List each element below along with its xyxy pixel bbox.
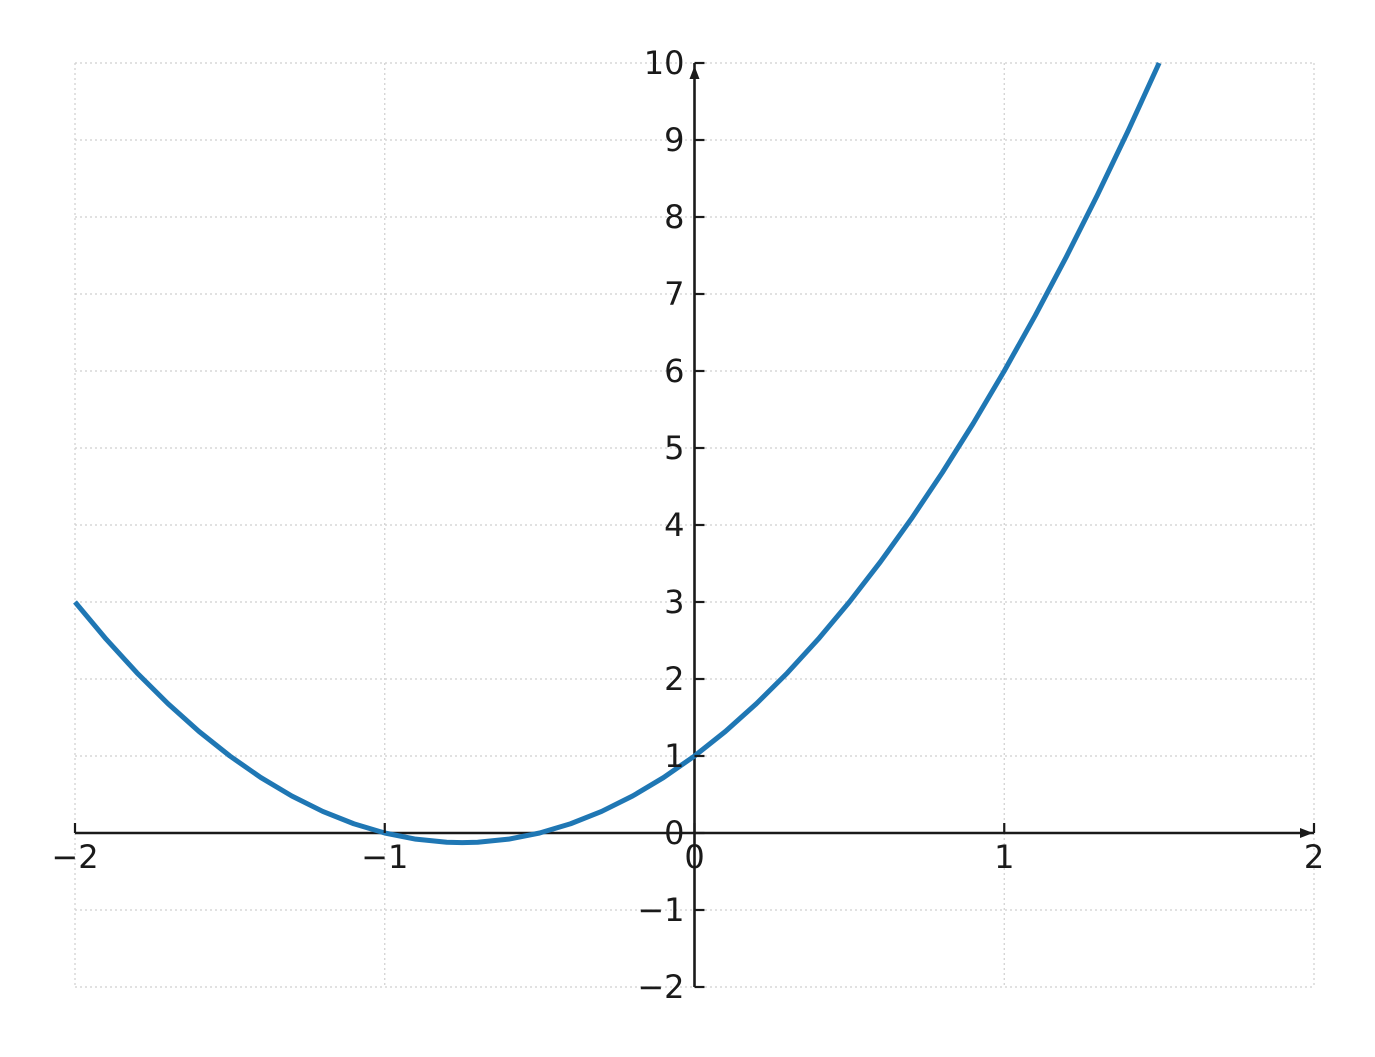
y-tick-label: 2 xyxy=(664,660,684,698)
x-axis-arrow-icon xyxy=(1300,828,1313,838)
y-tick-label: 3 xyxy=(664,583,684,621)
x-tick-label: −1 xyxy=(361,838,408,876)
x-tick-label: −2 xyxy=(51,838,98,876)
x-tick-label: 0 xyxy=(684,838,704,876)
x-tick-label: 1 xyxy=(994,838,1014,876)
x-tick-label: 2 xyxy=(1304,838,1324,876)
y-tick-label: 1 xyxy=(664,737,684,775)
y-tick-label: 10 xyxy=(644,44,685,82)
y-tick-label: 9 xyxy=(664,121,684,159)
y-tick-label: 0 xyxy=(664,814,684,852)
y-axis-arrow-icon xyxy=(689,66,700,79)
y-tick-label: −1 xyxy=(637,891,684,929)
y-tick-label: 5 xyxy=(664,429,684,467)
y-tick-label: 8 xyxy=(664,198,684,236)
series-line xyxy=(73,61,1162,846)
y-tick-label: 6 xyxy=(664,352,684,390)
y-tick-label: 7 xyxy=(664,275,684,313)
y-tick-label: −2 xyxy=(637,968,684,1006)
y-tick-label: 4 xyxy=(664,506,684,544)
series-layer xyxy=(73,61,1162,846)
